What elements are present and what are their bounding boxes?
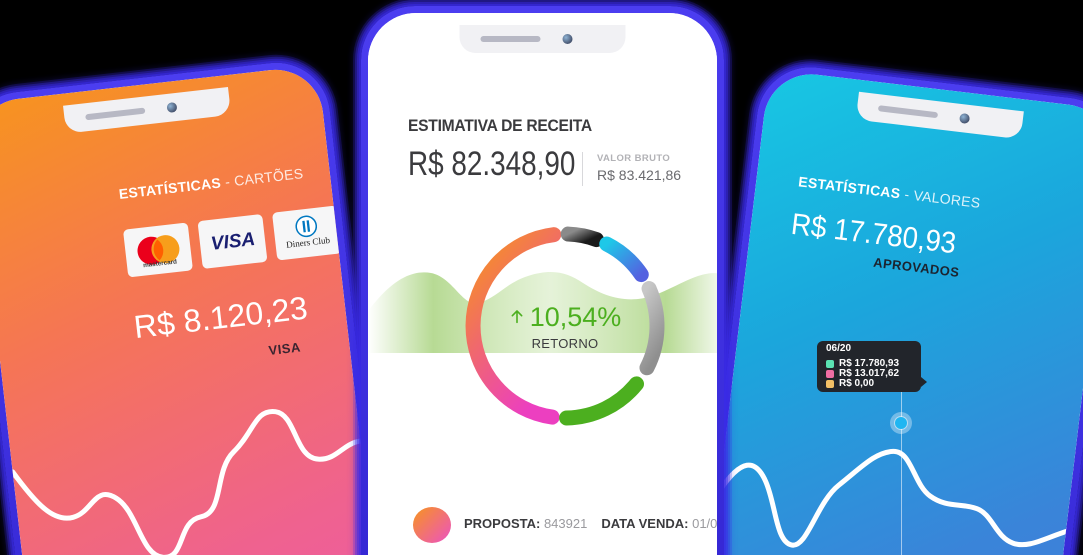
svg-text:VISA: VISA bbox=[209, 229, 255, 255]
svg-text:Diners Club: Diners Club bbox=[286, 235, 331, 250]
